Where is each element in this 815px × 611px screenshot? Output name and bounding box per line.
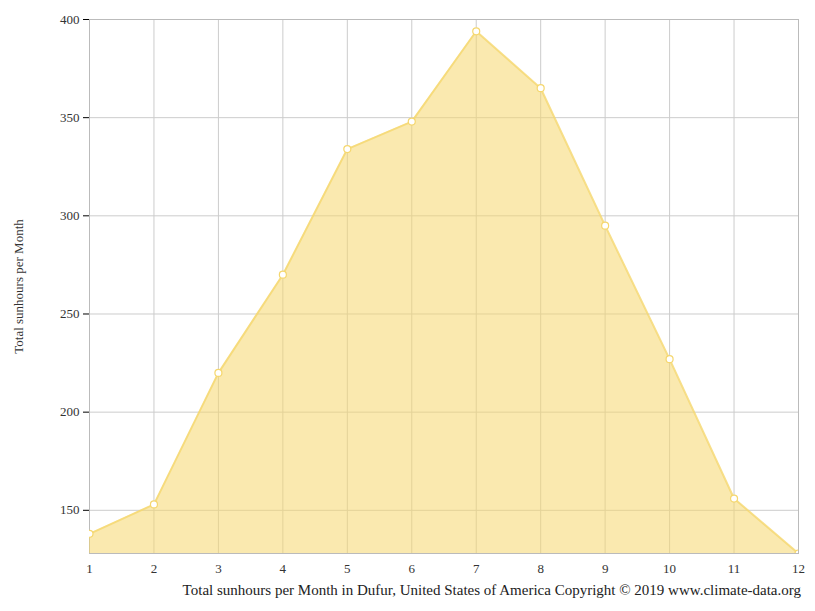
svg-text:250: 250 <box>60 306 80 321</box>
svg-text:400: 400 <box>60 12 80 27</box>
svg-text:Total sunhours per Month: Total sunhours per Month <box>11 219 26 354</box>
svg-text:300: 300 <box>60 208 80 223</box>
svg-text:2: 2 <box>151 561 158 576</box>
svg-text:200: 200 <box>60 404 80 419</box>
svg-text:5: 5 <box>344 561 351 576</box>
svg-text:150: 150 <box>60 502 80 517</box>
svg-text:6: 6 <box>409 561 416 576</box>
svg-text:9: 9 <box>602 561 609 576</box>
svg-text:1: 1 <box>86 561 93 576</box>
html-text:Total sunhours per Month in Du: Total sunhours per Month in Dufur, Unite… <box>182 582 801 598</box>
svg-text:4: 4 <box>280 561 287 576</box>
svg-text:10: 10 <box>663 561 676 576</box>
svg-text:8: 8 <box>537 561 544 576</box>
svg-text:12: 12 <box>792 561 805 576</box>
svg-text:7: 7 <box>473 561 480 576</box>
svg-text:11: 11 <box>728 561 741 576</box>
svg-text:3: 3 <box>215 561 222 576</box>
svg-text:350: 350 <box>60 110 80 125</box>
